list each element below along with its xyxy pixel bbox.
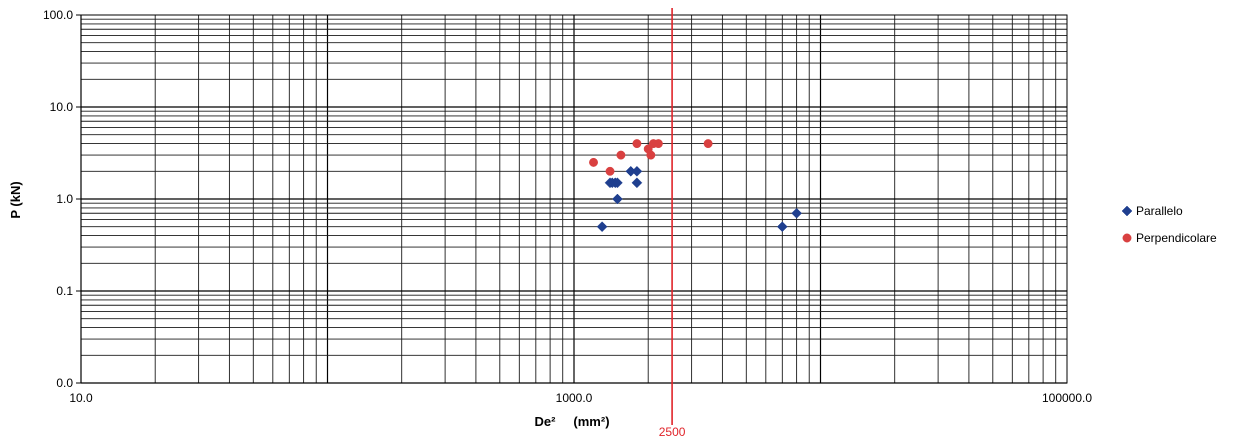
legend-diamond-icon — [1121, 205, 1133, 217]
perpendicolare-point — [616, 150, 626, 160]
x-axis-title: De² (mm²) — [534, 414, 609, 429]
legend-label-perpendicolare: Perpendicolare — [1136, 231, 1217, 245]
x-axis-title-main: De² — [534, 414, 556, 429]
perpendicolare-point — [605, 166, 615, 176]
perpendicolare-point — [646, 150, 656, 160]
y-tick-label: 1.0 — [56, 192, 73, 206]
y-tick-label: 0.0 — [56, 376, 73, 390]
x-tick-label: 10.0 — [69, 391, 93, 405]
y-tick-label: 100.0 — [43, 8, 73, 22]
x-tick-label: 100000.0 — [1042, 391, 1092, 405]
x-tick-labels: 10.0 1000.0 100000.0 — [69, 391, 1092, 405]
reference-line-group: 2500 — [659, 8, 686, 437]
legend-circle-icon — [1122, 233, 1132, 243]
data-points — [589, 139, 802, 233]
perpendicolare-point — [632, 139, 642, 149]
y-axis-title: P (kN) — [8, 181, 23, 218]
x-tick-label: 1000.0 — [556, 391, 593, 405]
y-tick-label: 0.1 — [56, 284, 73, 298]
perpendicolare-point — [589, 157, 598, 167]
parallelo-point — [612, 193, 623, 205]
parallelo-point — [612, 177, 623, 189]
y-tick-labels: 100.0 10.0 1.0 0.1 0.0 — [43, 8, 73, 390]
perpendicolare-point — [703, 139, 713, 149]
legend-label-parallelo: Parallelo — [1136, 204, 1183, 218]
legend: Parallelo Perpendicolare — [1121, 204, 1217, 245]
y-tick-label: 10.0 — [50, 100, 74, 114]
x-axis-title-unit: (mm²) — [573, 414, 609, 429]
parallelo-point — [631, 177, 643, 189]
plot-grid — [76, 14, 1067, 384]
perpendicolare-point — [653, 139, 663, 149]
plot-frame — [80, 14, 1068, 384]
parallelo-point — [631, 165, 643, 177]
parallelo-point — [596, 221, 608, 233]
parallelo-point — [791, 207, 802, 219]
reference-line-label: 2500 — [659, 425, 686, 437]
parallelo-point — [776, 221, 788, 233]
